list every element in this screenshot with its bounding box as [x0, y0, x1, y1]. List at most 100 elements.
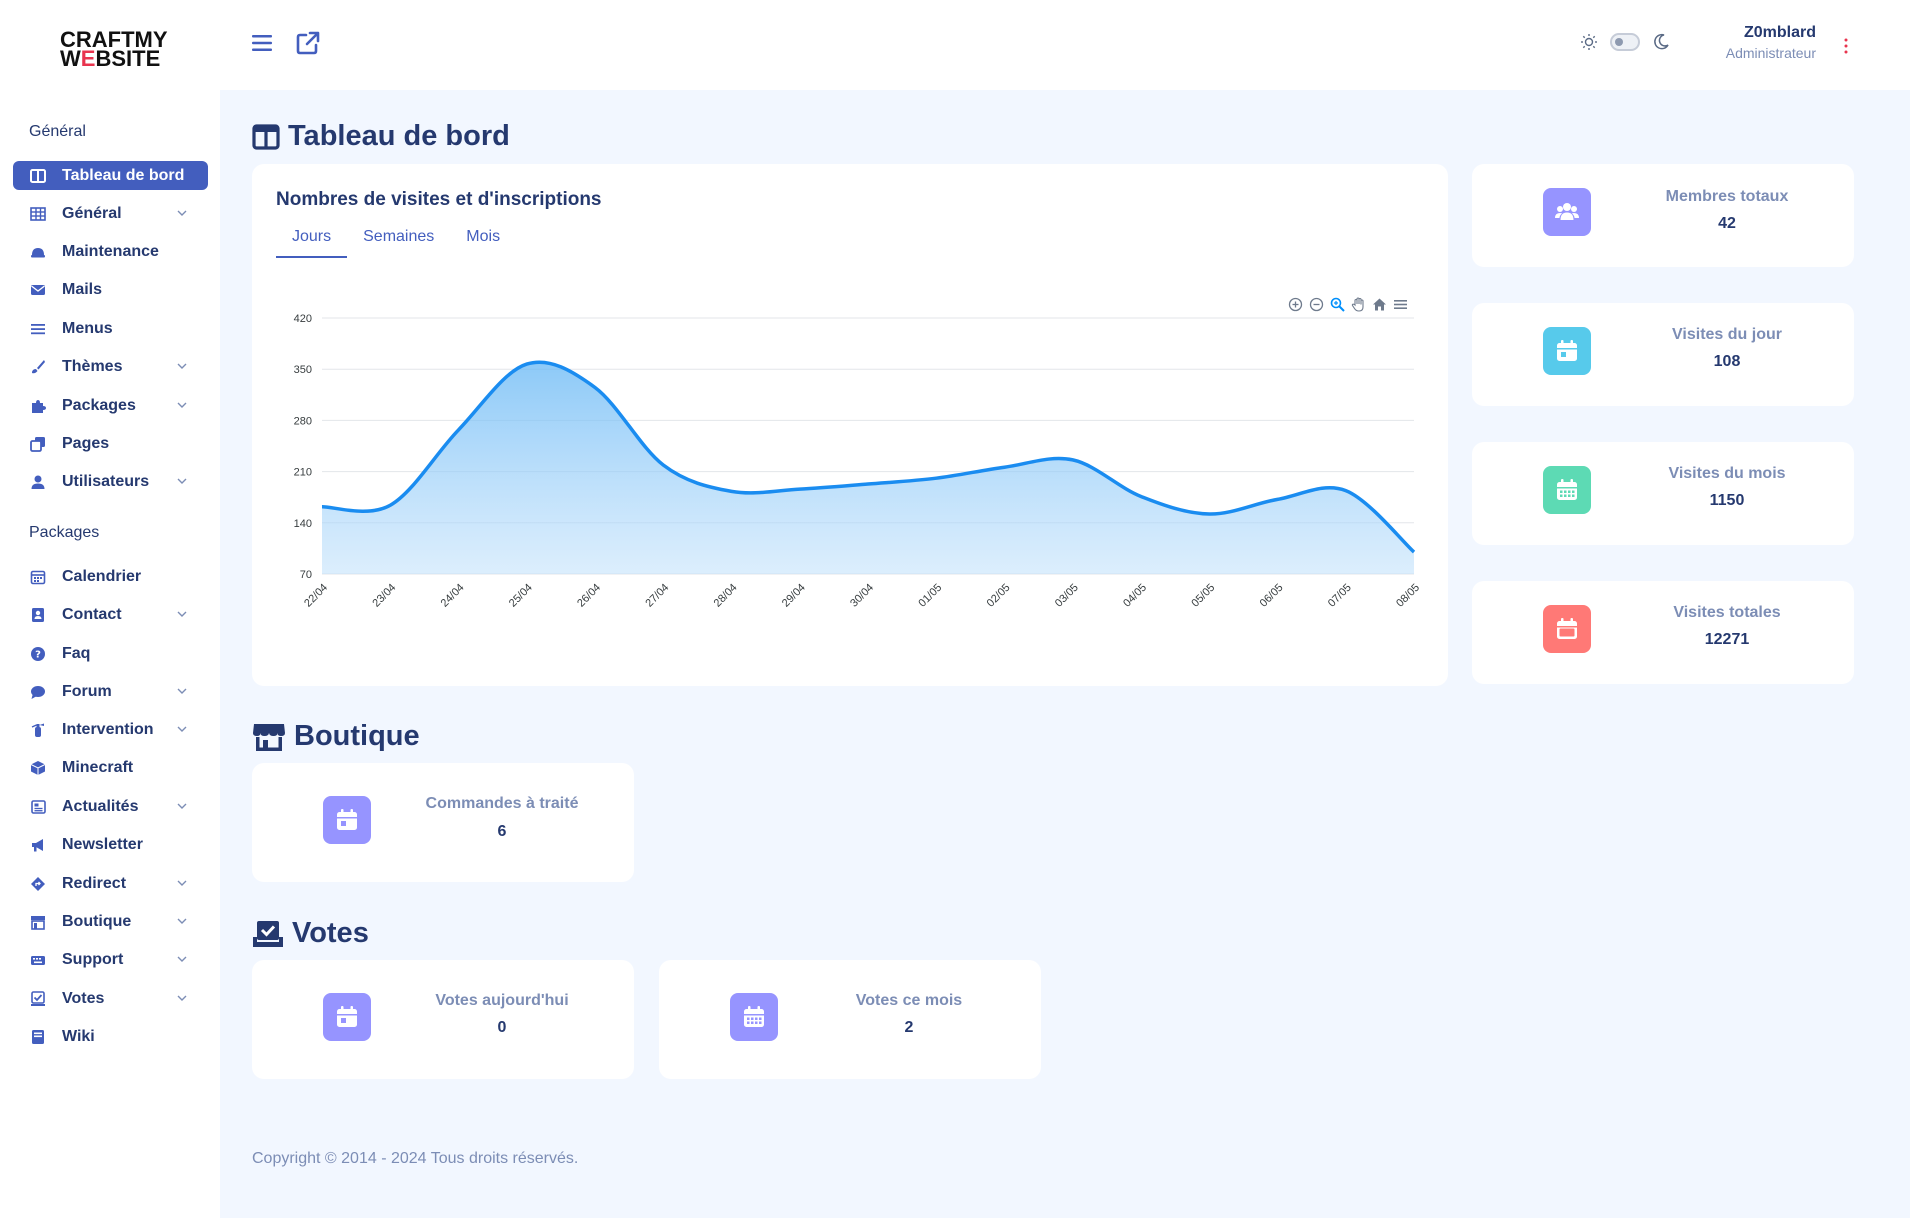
- x-tick-label: 23/04: [370, 582, 398, 610]
- chevron-down-icon[interactable]: [176, 992, 188, 1004]
- sidebar-item-pages[interactable]: Pages: [13, 429, 208, 458]
- stat-label: Membres totaux: [1665, 188, 1789, 205]
- kebab-menu-icon[interactable]: [1836, 36, 1856, 56]
- dashboard-title-text: Tableau de bord: [288, 120, 510, 152]
- chevron-down-icon[interactable]: [176, 475, 188, 487]
- logo-letter: W: [60, 46, 81, 71]
- chart-data-point[interactable]: [592, 384, 598, 390]
- address-book-icon: [29, 607, 47, 623]
- sidebar-item-actualites[interactable]: Actualités: [13, 792, 208, 821]
- sidebar-item-forum[interactable]: Forum: [13, 677, 208, 706]
- copy-icon: [29, 436, 47, 452]
- check-box-icon: [29, 990, 47, 1007]
- check-box-icon: [253, 920, 283, 947]
- chart-data-point[interactable]: [933, 475, 939, 481]
- chart-data-point[interactable]: [319, 504, 325, 510]
- x-tick-label: 27/04: [643, 582, 671, 610]
- tab-semaines[interactable]: Semaines: [363, 228, 435, 245]
- sidebar-item-label: Tableau de bord: [62, 166, 185, 184]
- sidebar-item-boutique[interactable]: Boutique: [13, 907, 208, 936]
- sidebar-item-maintenance[interactable]: Maintenance: [13, 237, 208, 266]
- topbar: Z0mblard Administrateur: [220, 0, 1910, 90]
- book-icon: [29, 1029, 47, 1045]
- chevron-down-icon[interactable]: [176, 877, 188, 889]
- chevron-down-icon[interactable]: [176, 360, 188, 372]
- chart-data-point[interactable]: [865, 481, 871, 487]
- theme-toggle[interactable]: [1610, 33, 1640, 51]
- chart-data-point[interactable]: [524, 361, 530, 367]
- x-tick-label: 30/04: [848, 582, 876, 610]
- sidebar-item-calendrier[interactable]: Calendrier: [13, 562, 208, 591]
- chart-data-point[interactable]: [1343, 488, 1349, 494]
- external-link-icon[interactable]: [295, 30, 321, 56]
- bullhorn-icon: [29, 837, 47, 853]
- sidebar-item-themes[interactable]: Thèmes: [13, 352, 208, 381]
- chart-data-point[interactable]: [456, 427, 462, 433]
- sidebar-item-utilisateurs[interactable]: Utilisateurs: [13, 467, 208, 496]
- chart-data-point[interactable]: [387, 502, 393, 508]
- chevron-down-icon[interactable]: [176, 399, 188, 411]
- selection-zoom-icon[interactable]: [1330, 297, 1345, 312]
- calendar-day-icon: [1557, 340, 1577, 361]
- chart-data-point[interactable]: [729, 488, 735, 494]
- stat-card-commandes: Commandes à traité 6: [252, 763, 634, 882]
- chevron-down-icon[interactable]: [176, 207, 188, 219]
- sidebar-item-menus[interactable]: Menus: [13, 314, 208, 343]
- chart-data-point[interactable]: [1070, 457, 1076, 463]
- sidebar-item-redirect[interactable]: Redirect: [13, 869, 208, 898]
- sidebar-item-tableau-de-bord[interactable]: Tableau de bord: [13, 161, 208, 190]
- chevron-down-icon[interactable]: [176, 915, 188, 927]
- chart-data-point[interactable]: [797, 486, 803, 492]
- logo[interactable]: CRAFTMY WEBSITE: [60, 27, 168, 71]
- footer-copyright: Copyright © 2014 - 2024 Tous droits rése…: [252, 1150, 579, 1167]
- sidebar-item-minecraft[interactable]: Minecraft: [13, 753, 208, 782]
- hamburger-menu-icon[interactable]: [250, 31, 274, 55]
- sidebar-item-newsletter[interactable]: Newsletter: [13, 830, 208, 859]
- sidebar-item-packages[interactable]: Packages: [13, 391, 208, 420]
- sidebar-item-mails[interactable]: Mails: [13, 275, 208, 304]
- sidebar-item-support[interactable]: Support: [13, 945, 208, 974]
- stat-card-visites-du-jour: Visites du jour 108: [1472, 303, 1854, 406]
- logo-line-1: CRAFTMY: [60, 27, 168, 52]
- logo-letter-accent: E: [80, 46, 96, 71]
- sidebar-item-label: Wiki: [62, 1027, 95, 1045]
- sidebar: CRAFTMY WEBSITE Général Tableau de bord …: [0, 0, 220, 1218]
- chart-title: Nombres de visites et d'inscriptions: [276, 189, 602, 210]
- chart-data-point[interactable]: [1411, 549, 1417, 555]
- fire-extinguisher-icon: [29, 722, 47, 738]
- pan-hand-icon[interactable]: [1351, 297, 1366, 312]
- chart-menu-icon[interactable]: [1393, 297, 1408, 312]
- chevron-down-icon[interactable]: [176, 953, 188, 965]
- chevron-down-icon[interactable]: [176, 723, 188, 735]
- chart-data-point[interactable]: [1206, 511, 1212, 517]
- chart-data-point[interactable]: [1138, 493, 1144, 499]
- sidebar-item-contact[interactable]: Contact: [13, 600, 208, 629]
- question-icon: ?: [29, 646, 47, 662]
- chart-data-point[interactable]: [1275, 496, 1281, 502]
- sidebar-item-wiki[interactable]: Wiki: [13, 1022, 208, 1051]
- sidebar-item-label: Forum: [62, 682, 112, 700]
- zoom-out-icon[interactable]: [1309, 297, 1324, 312]
- user-info[interactable]: Z0mblard Administrateur: [1710, 24, 1816, 61]
- chevron-down-icon[interactable]: [176, 685, 188, 697]
- stat-icon-box: [1543, 327, 1591, 375]
- tab-jours[interactable]: Jours: [276, 220, 348, 258]
- puzzle-icon: [29, 398, 47, 414]
- home-reset-icon[interactable]: [1372, 297, 1387, 312]
- boutique-title-text: Boutique: [294, 720, 420, 752]
- chart-data-point[interactable]: [1002, 464, 1008, 470]
- sidebar-item-label: Actualités: [62, 797, 139, 815]
- sidebar-item-label: Minecraft: [62, 758, 134, 776]
- chart-data-point[interactable]: [660, 462, 666, 468]
- sidebar-item-general[interactable]: Général: [13, 199, 208, 228]
- chart-tabs: Jours Semaines Mois: [276, 220, 516, 258]
- visits-area-chart: 70 140 210 280 350 420 22/04 23/04 24/04 25/04 26/…: [294, 313, 1422, 610]
- sidebar-item-faq[interactable]: ? Faq: [13, 639, 208, 668]
- chevron-down-icon[interactable]: [176, 800, 188, 812]
- zoom-in-icon[interactable]: [1288, 297, 1303, 312]
- x-tick-label: 25/04: [507, 582, 535, 610]
- sidebar-item-votes[interactable]: Votes: [13, 984, 208, 1013]
- chevron-down-icon[interactable]: [176, 608, 188, 620]
- tab-mois[interactable]: Mois: [466, 228, 501, 245]
- sidebar-item-intervention[interactable]: Intervention: [13, 715, 208, 744]
